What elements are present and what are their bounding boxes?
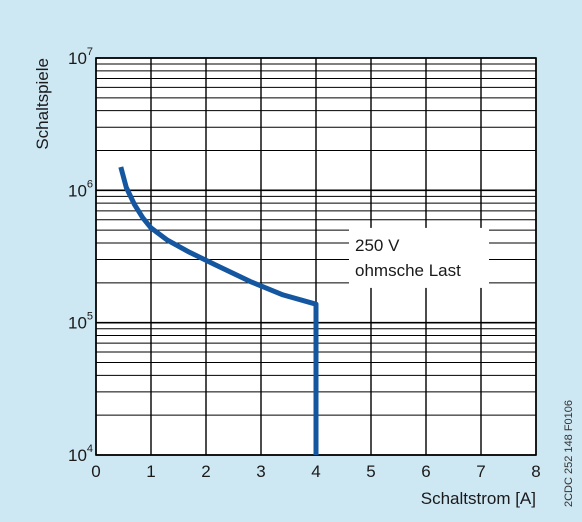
y-tick-label: 105	[68, 311, 93, 333]
x-tick-label: 8	[531, 462, 540, 481]
series-line	[118, 166, 319, 455]
annotation-box: 250 V ohmsche Last	[349, 227, 489, 288]
x-tick-label: 5	[366, 462, 375, 481]
document-code: 2CDC 252 148 F0106	[563, 400, 575, 507]
y-axis-title: Schaltspiele	[33, 58, 52, 150]
x-tick-label: 0	[91, 462, 100, 481]
y-tick-labels: 104 105 106 107	[68, 46, 93, 465]
x-tick-label: 3	[256, 462, 265, 481]
y-tick-label: 104	[68, 443, 93, 465]
y-tick-label: 107	[68, 46, 93, 68]
x-axis-title: Schaltstrom [A]	[421, 489, 536, 508]
x-tick-label: 6	[421, 462, 430, 481]
x-tick-label: 1	[146, 462, 155, 481]
annotation-background	[349, 227, 489, 288]
series-layer	[118, 166, 319, 455]
x-tick-label: 7	[476, 462, 485, 481]
x-tick-label: 2	[201, 462, 210, 481]
annotation-voltage: 250 V	[355, 236, 400, 255]
x-tick-label: 4	[311, 462, 320, 481]
annotation-load: ohmsche Last	[355, 261, 461, 280]
y-tick-label: 106	[68, 178, 93, 200]
x-tick-labels: 0 1 2 3 4 5 6 7 8	[91, 462, 540, 481]
